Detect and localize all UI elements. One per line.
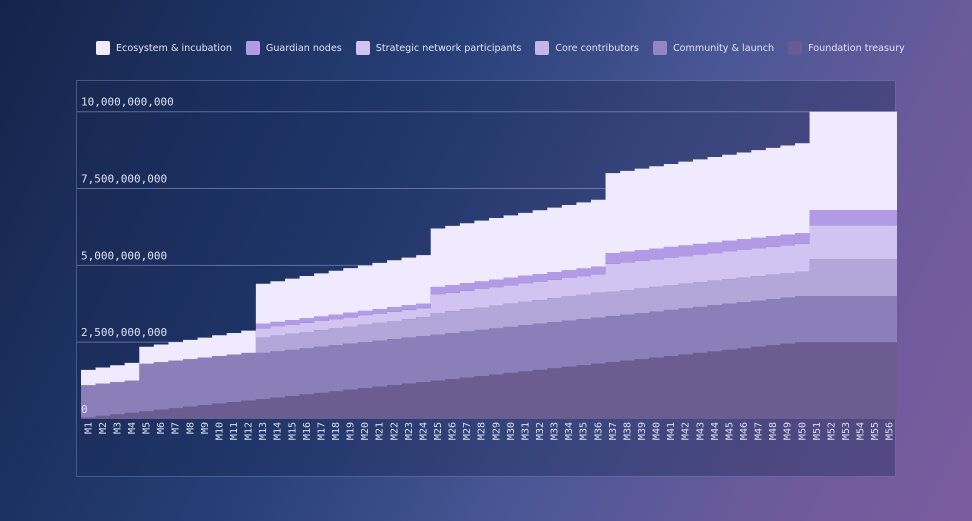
x-tick-label: M35 <box>579 422 590 440</box>
legend-label: Guardian nodes <box>265 42 342 54</box>
x-tick-label: M40 <box>652 422 663 440</box>
x-tick-label: M27 <box>462 422 473 440</box>
x-tick-label: M55 <box>870 422 881 440</box>
legend-item[interactable]: Strategic network participants <box>355 41 522 55</box>
x-tick-label: M56 <box>885 422 896 440</box>
x-tick-label: M23 <box>404 422 415 440</box>
legend-item[interactable]: Ecosystem & incubation <box>96 41 232 55</box>
x-tick-label: M21 <box>375 422 386 440</box>
x-tick-label: M46 <box>739 422 750 440</box>
legend-label: Ecosystem & incubation <box>116 42 232 54</box>
legend-swatch <box>535 41 550 55</box>
x-tick-label: M7 <box>171 422 182 434</box>
x-tick-label: M26 <box>448 422 459 440</box>
x-tick-label: M49 <box>783 422 794 440</box>
legend-label: Core contributors <box>555 42 639 54</box>
x-tick-label: M18 <box>331 422 342 440</box>
series-area <box>81 210 897 386</box>
x-tick-label: M14 <box>273 422 284 440</box>
x-tick-label: M53 <box>841 422 852 440</box>
x-tick-label: M37 <box>608 422 619 440</box>
x-tick-label: M11 <box>229 422 240 440</box>
x-tick-label: M38 <box>622 422 633 440</box>
legend-item[interactable]: Guardian nodes <box>245 41 342 55</box>
x-tick-label: M28 <box>477 422 488 440</box>
x-tick-label: M6 <box>156 422 167 434</box>
stacked-area-chart: 0 2,500,000,000 5,000,000,000 7,500,000,000… <box>77 96 897 440</box>
legend-label: Community & launch <box>672 42 775 54</box>
x-tick-label: M43 <box>695 422 706 440</box>
x-tick-label: M16 <box>302 422 313 440</box>
y-tick-label: 5,000,000,000 <box>81 249 167 262</box>
x-tick-label: M42 <box>681 422 692 440</box>
x-tick-label: M20 <box>360 422 371 440</box>
series-area <box>81 259 897 386</box>
legend-item[interactable]: Core contributors <box>535 41 639 55</box>
y-tick-label: 2,500,000,000 <box>81 326 167 339</box>
legend-swatch <box>652 41 667 55</box>
x-tick-label: M51 <box>812 422 823 440</box>
x-tick-label: M9 <box>200 422 211 434</box>
series-area <box>81 111 897 386</box>
x-tick-label: M39 <box>637 422 648 440</box>
x-tick-label: M44 <box>710 422 721 440</box>
legend-swatch <box>355 41 370 55</box>
x-tick-label: M47 <box>754 422 765 440</box>
x-tick-label: M22 <box>389 422 400 440</box>
x-tick-label: M1 <box>83 422 94 434</box>
x-tick-label: M3 <box>112 422 123 434</box>
series-area <box>81 296 897 418</box>
x-tick-label: M48 <box>768 422 779 440</box>
x-tick-label: M52 <box>826 422 837 440</box>
x-tick-label: M12 <box>244 422 255 440</box>
series-area <box>81 225 897 386</box>
x-tick-label: M8 <box>185 422 196 434</box>
x-tick-label: M29 <box>491 422 502 440</box>
legend-label: Foundation treasury <box>808 42 905 54</box>
legend-swatch <box>788 41 803 55</box>
x-tick-label: M25 <box>433 422 444 440</box>
x-tick-label: M2 <box>98 422 109 434</box>
y-tick-label: 0 <box>81 403 88 416</box>
y-tick-label: 7,500,000,000 <box>81 173 167 186</box>
legend-item[interactable]: Community & launch <box>652 41 775 55</box>
y-tick-label: 10,000,000,000 <box>81 96 174 109</box>
x-tick-label: M41 <box>666 422 677 440</box>
legend-item[interactable]: Foundation treasury <box>788 41 905 55</box>
x-tick-label: M54 <box>856 422 867 440</box>
x-tick-label: M4 <box>127 422 138 434</box>
x-tick-label: M30 <box>506 422 517 440</box>
legend-swatch <box>245 41 260 55</box>
x-tick-label: M24 <box>418 422 429 440</box>
x-tick-label: M15 <box>287 422 298 440</box>
x-tick-label: M36 <box>593 422 604 440</box>
legend-swatch <box>96 41 110 55</box>
x-tick-label: M10 <box>214 422 225 440</box>
x-tick-label: M19 <box>346 422 357 440</box>
x-tick-label: M17 <box>316 422 327 440</box>
legend-label: Strategic network participants <box>375 42 522 54</box>
chart-legend: Ecosystem & incubation Guardian nodes Stra… <box>96 41 905 55</box>
x-tick-label: M34 <box>564 422 575 440</box>
x-tick-label: M13 <box>258 422 269 440</box>
x-tick-label: M32 <box>535 422 546 440</box>
x-tick-label: M45 <box>724 422 735 440</box>
chart-plot-area: 0 2,500,000,000 5,000,000,000 7,500,000,000… <box>76 80 897 477</box>
x-tick-label: M31 <box>520 422 531 440</box>
x-tick-label: M33 <box>550 422 561 440</box>
x-tick-label: M50 <box>797 422 808 440</box>
x-tick-label: M5 <box>142 422 153 434</box>
series-area <box>81 342 897 419</box>
